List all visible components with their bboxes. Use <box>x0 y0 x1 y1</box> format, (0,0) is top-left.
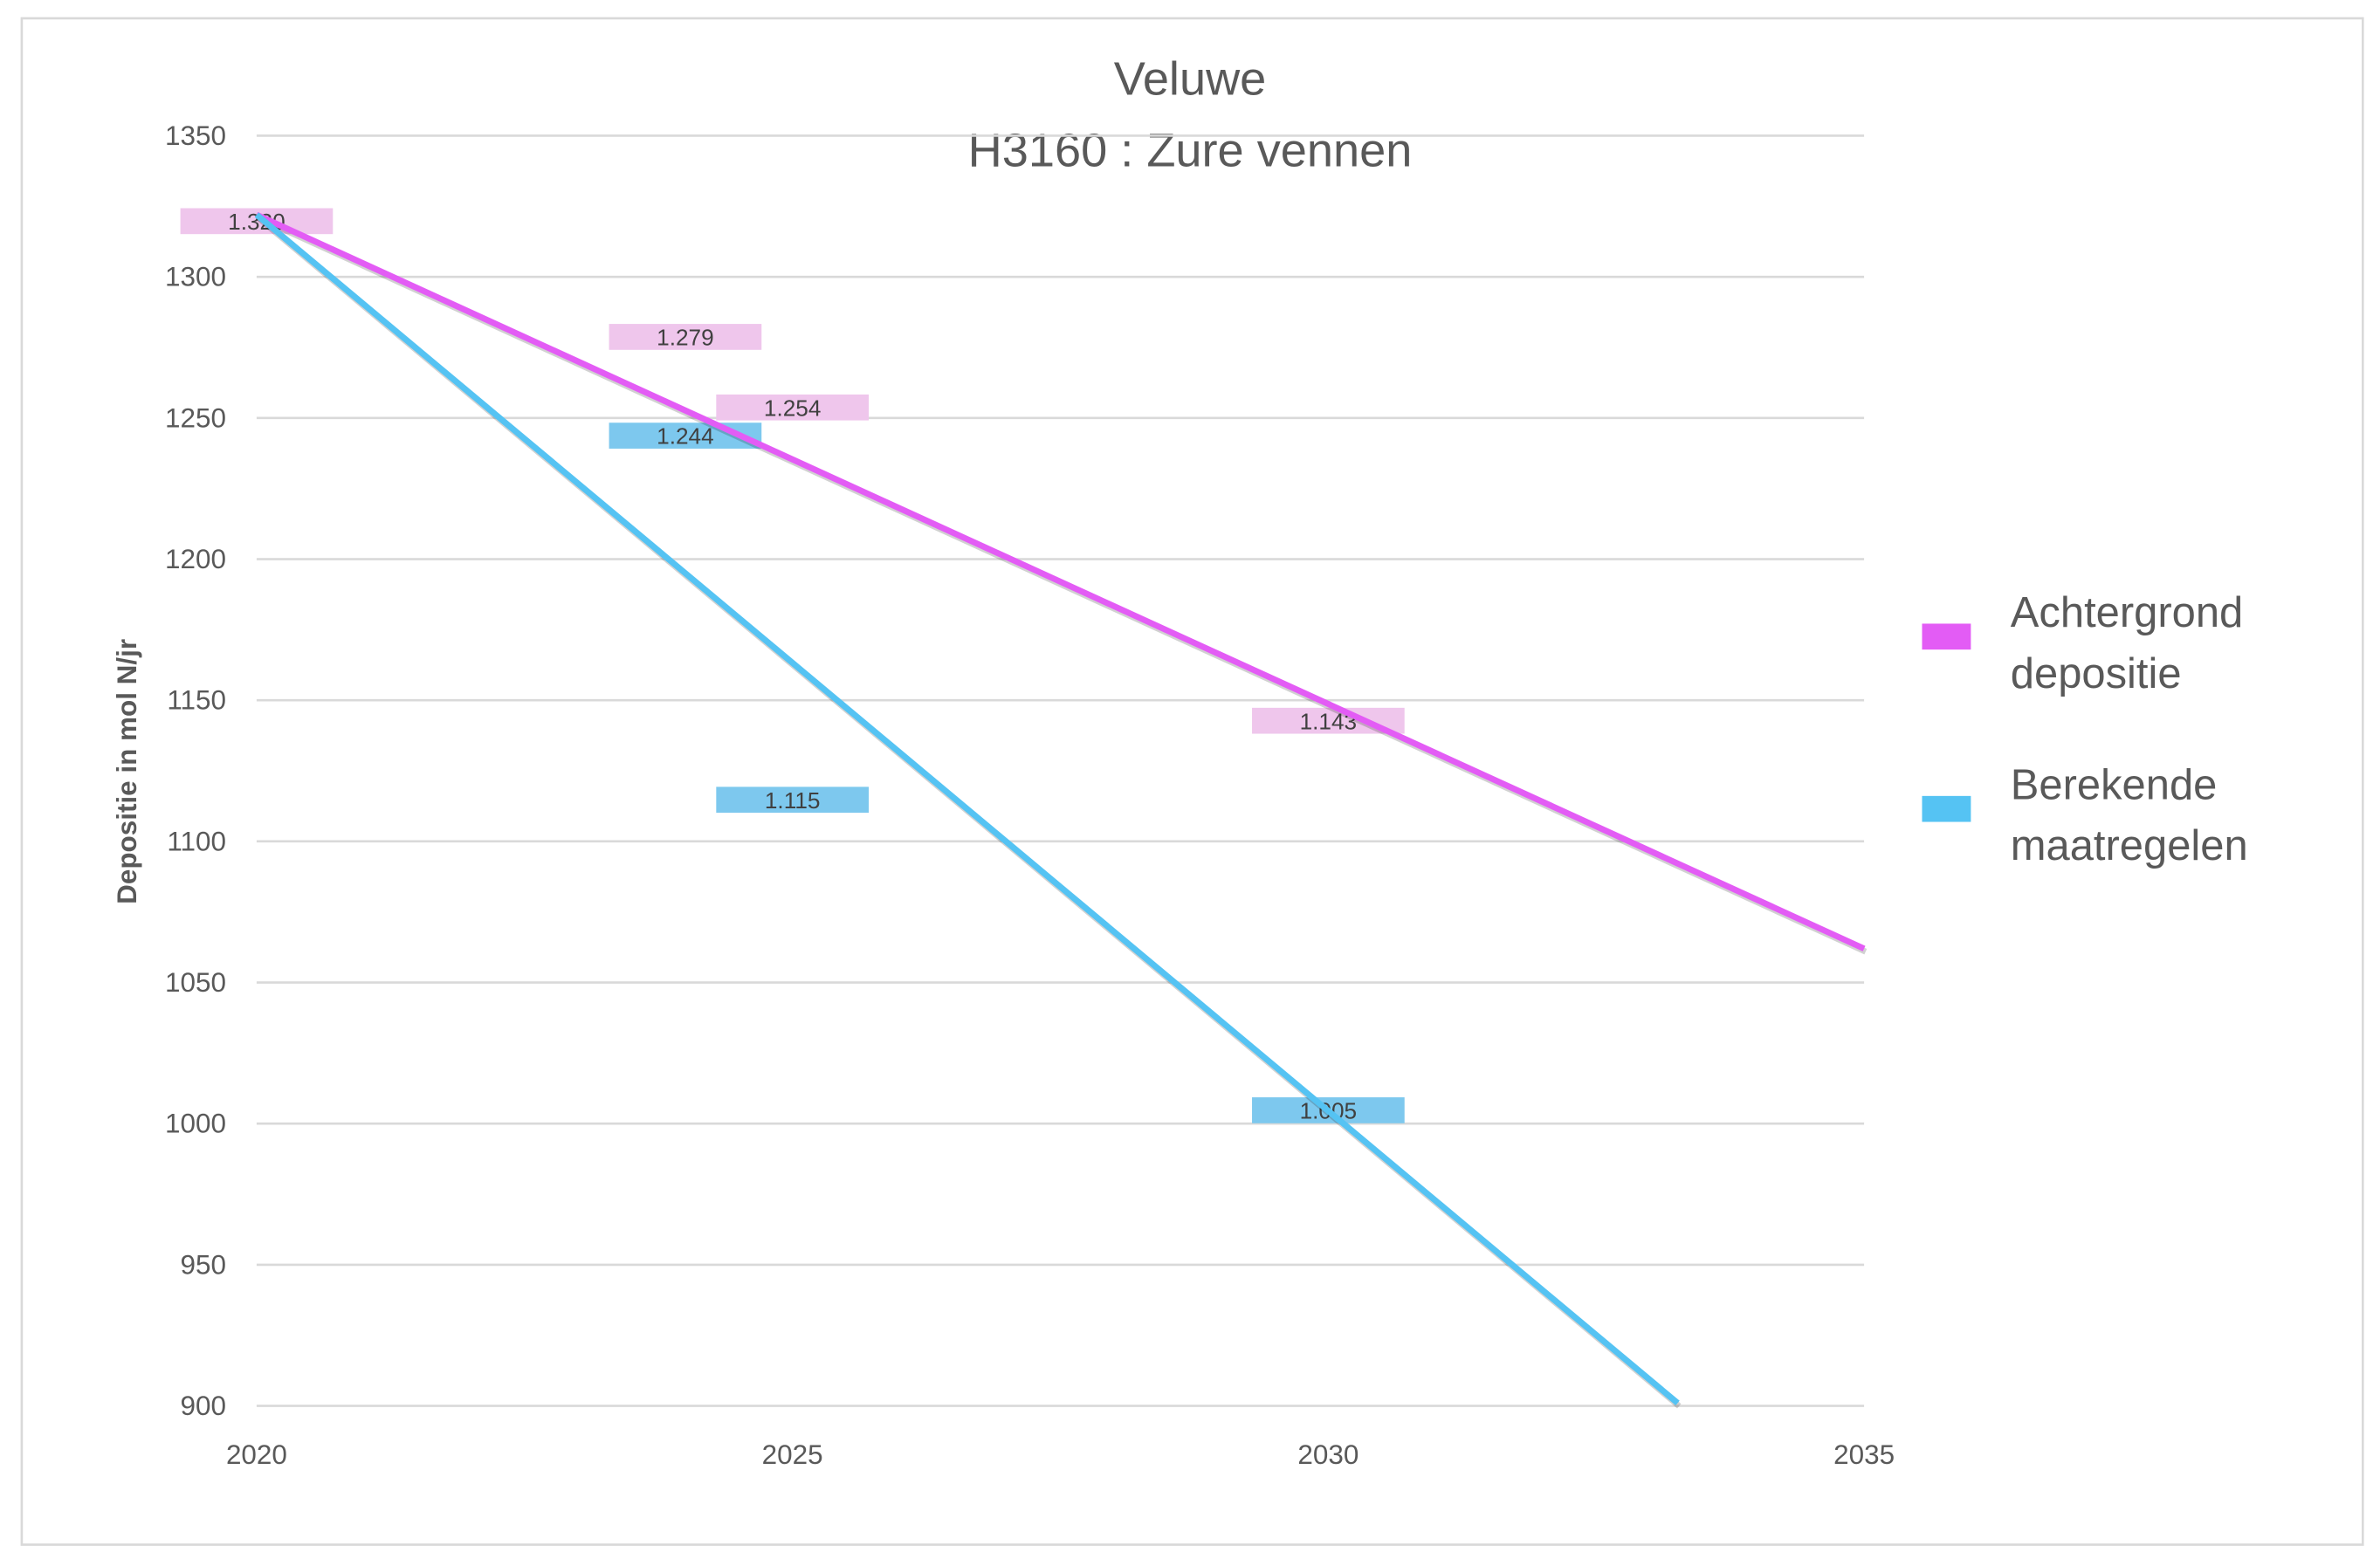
x-axis-ticks: 2020 2025 2030 2035 <box>226 1439 1895 1470</box>
y-tick-label: 1250 <box>165 402 226 433</box>
y-tick-label: 900 <box>181 1391 226 1421</box>
y-tick-label: 1300 <box>165 262 226 292</box>
data-label: 1.254 <box>764 395 822 421</box>
chart-title-line-2: H3160 : Zure vennen <box>968 124 1413 176</box>
trendline <box>254 212 1680 1406</box>
data-label: 1.115 <box>765 787 821 814</box>
legend: Achtergrond depositie Berekende maatregelen <box>1922 589 2248 869</box>
legend-swatch <box>1922 795 1971 822</box>
y-axis-ticks: 900 950 1000 1050 1100 1150 1200 1250 1300 1350 <box>165 120 226 1421</box>
legend-label: maatregelen <box>2011 822 2248 869</box>
gridlines <box>256 134 1865 1407</box>
chart-title-line-1: Veluwe <box>1114 52 1267 105</box>
legend-label: Achtergrond <box>2011 589 2243 636</box>
chart-border <box>20 17 2364 1546</box>
x-tick-label: 2030 <box>1297 1439 1359 1470</box>
legend-swatch <box>1922 623 1971 650</box>
data-label: 1.244 <box>657 423 714 450</box>
data-label-background <box>180 208 334 235</box>
data-label-background <box>609 324 762 350</box>
data-label: 1.279 <box>657 325 714 351</box>
y-tick-label: 1000 <box>165 1109 226 1139</box>
x-tick-label: 2035 <box>1833 1439 1895 1470</box>
trendline <box>255 211 1866 951</box>
y-tick-label: 1200 <box>165 544 226 574</box>
y-tick-label: 950 <box>181 1249 226 1280</box>
y-axis-label: Depositie in mol N/jr <box>112 639 142 904</box>
y-tick-label: 1050 <box>165 967 226 998</box>
x-tick-label: 2020 <box>226 1439 287 1470</box>
legend-label: Berekende <box>2011 761 2218 808</box>
y-tick-label: 1350 <box>165 120 226 151</box>
y-tick-label: 1100 <box>167 826 226 856</box>
x-tick-label: 2025 <box>762 1439 823 1470</box>
data-label-background <box>716 786 870 814</box>
legend-label: depositie <box>2011 650 2182 697</box>
y-tick-label: 1150 <box>167 685 226 716</box>
data-label-background <box>716 394 870 421</box>
trendlines <box>254 211 1868 1409</box>
